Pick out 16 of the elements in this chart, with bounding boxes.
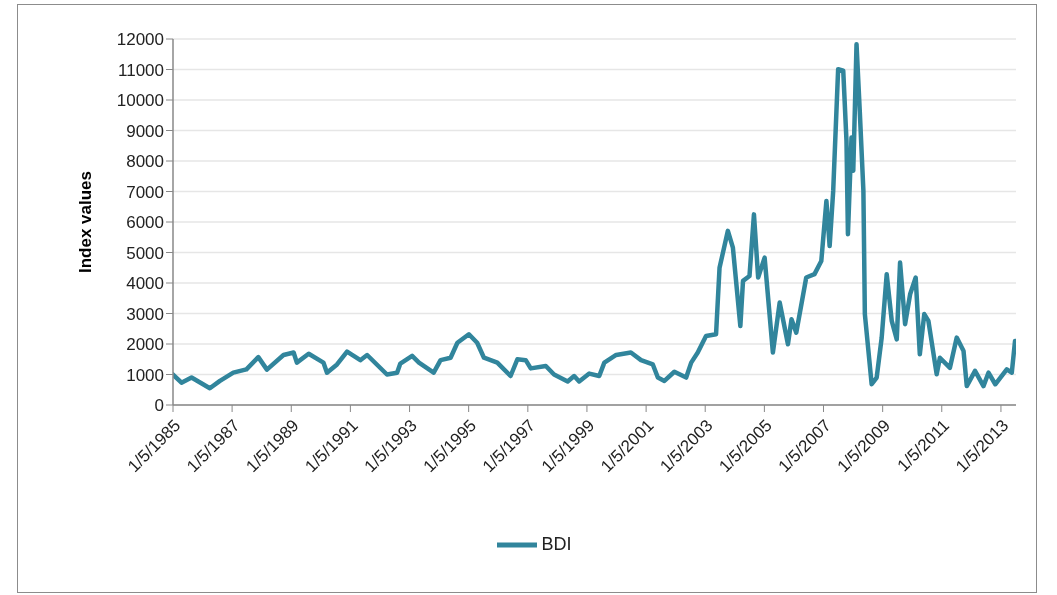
y-tick-label: 2000 <box>126 335 164 355</box>
y-tick-label: 7000 <box>126 182 164 202</box>
y-tick-label: 10000 <box>116 91 164 111</box>
y-tick-label: 1000 <box>126 365 164 385</box>
y-tick-label: 12000 <box>116 30 164 50</box>
legend-label: BDI <box>541 533 572 554</box>
y-tick-label: 11000 <box>117 60 164 80</box>
y-tick-label: 6000 <box>126 213 164 233</box>
y-tick-label: 4000 <box>126 274 164 294</box>
y-tick-label: 0 <box>154 396 164 416</box>
line-series <box>173 41 1016 391</box>
y-tick-label: 9000 <box>126 121 164 141</box>
y-tick-label: 8000 <box>126 152 164 172</box>
y-tick-label: 3000 <box>126 304 164 324</box>
y-axis-title: Index values <box>76 170 96 274</box>
y-tick-label: 5000 <box>126 243 164 263</box>
